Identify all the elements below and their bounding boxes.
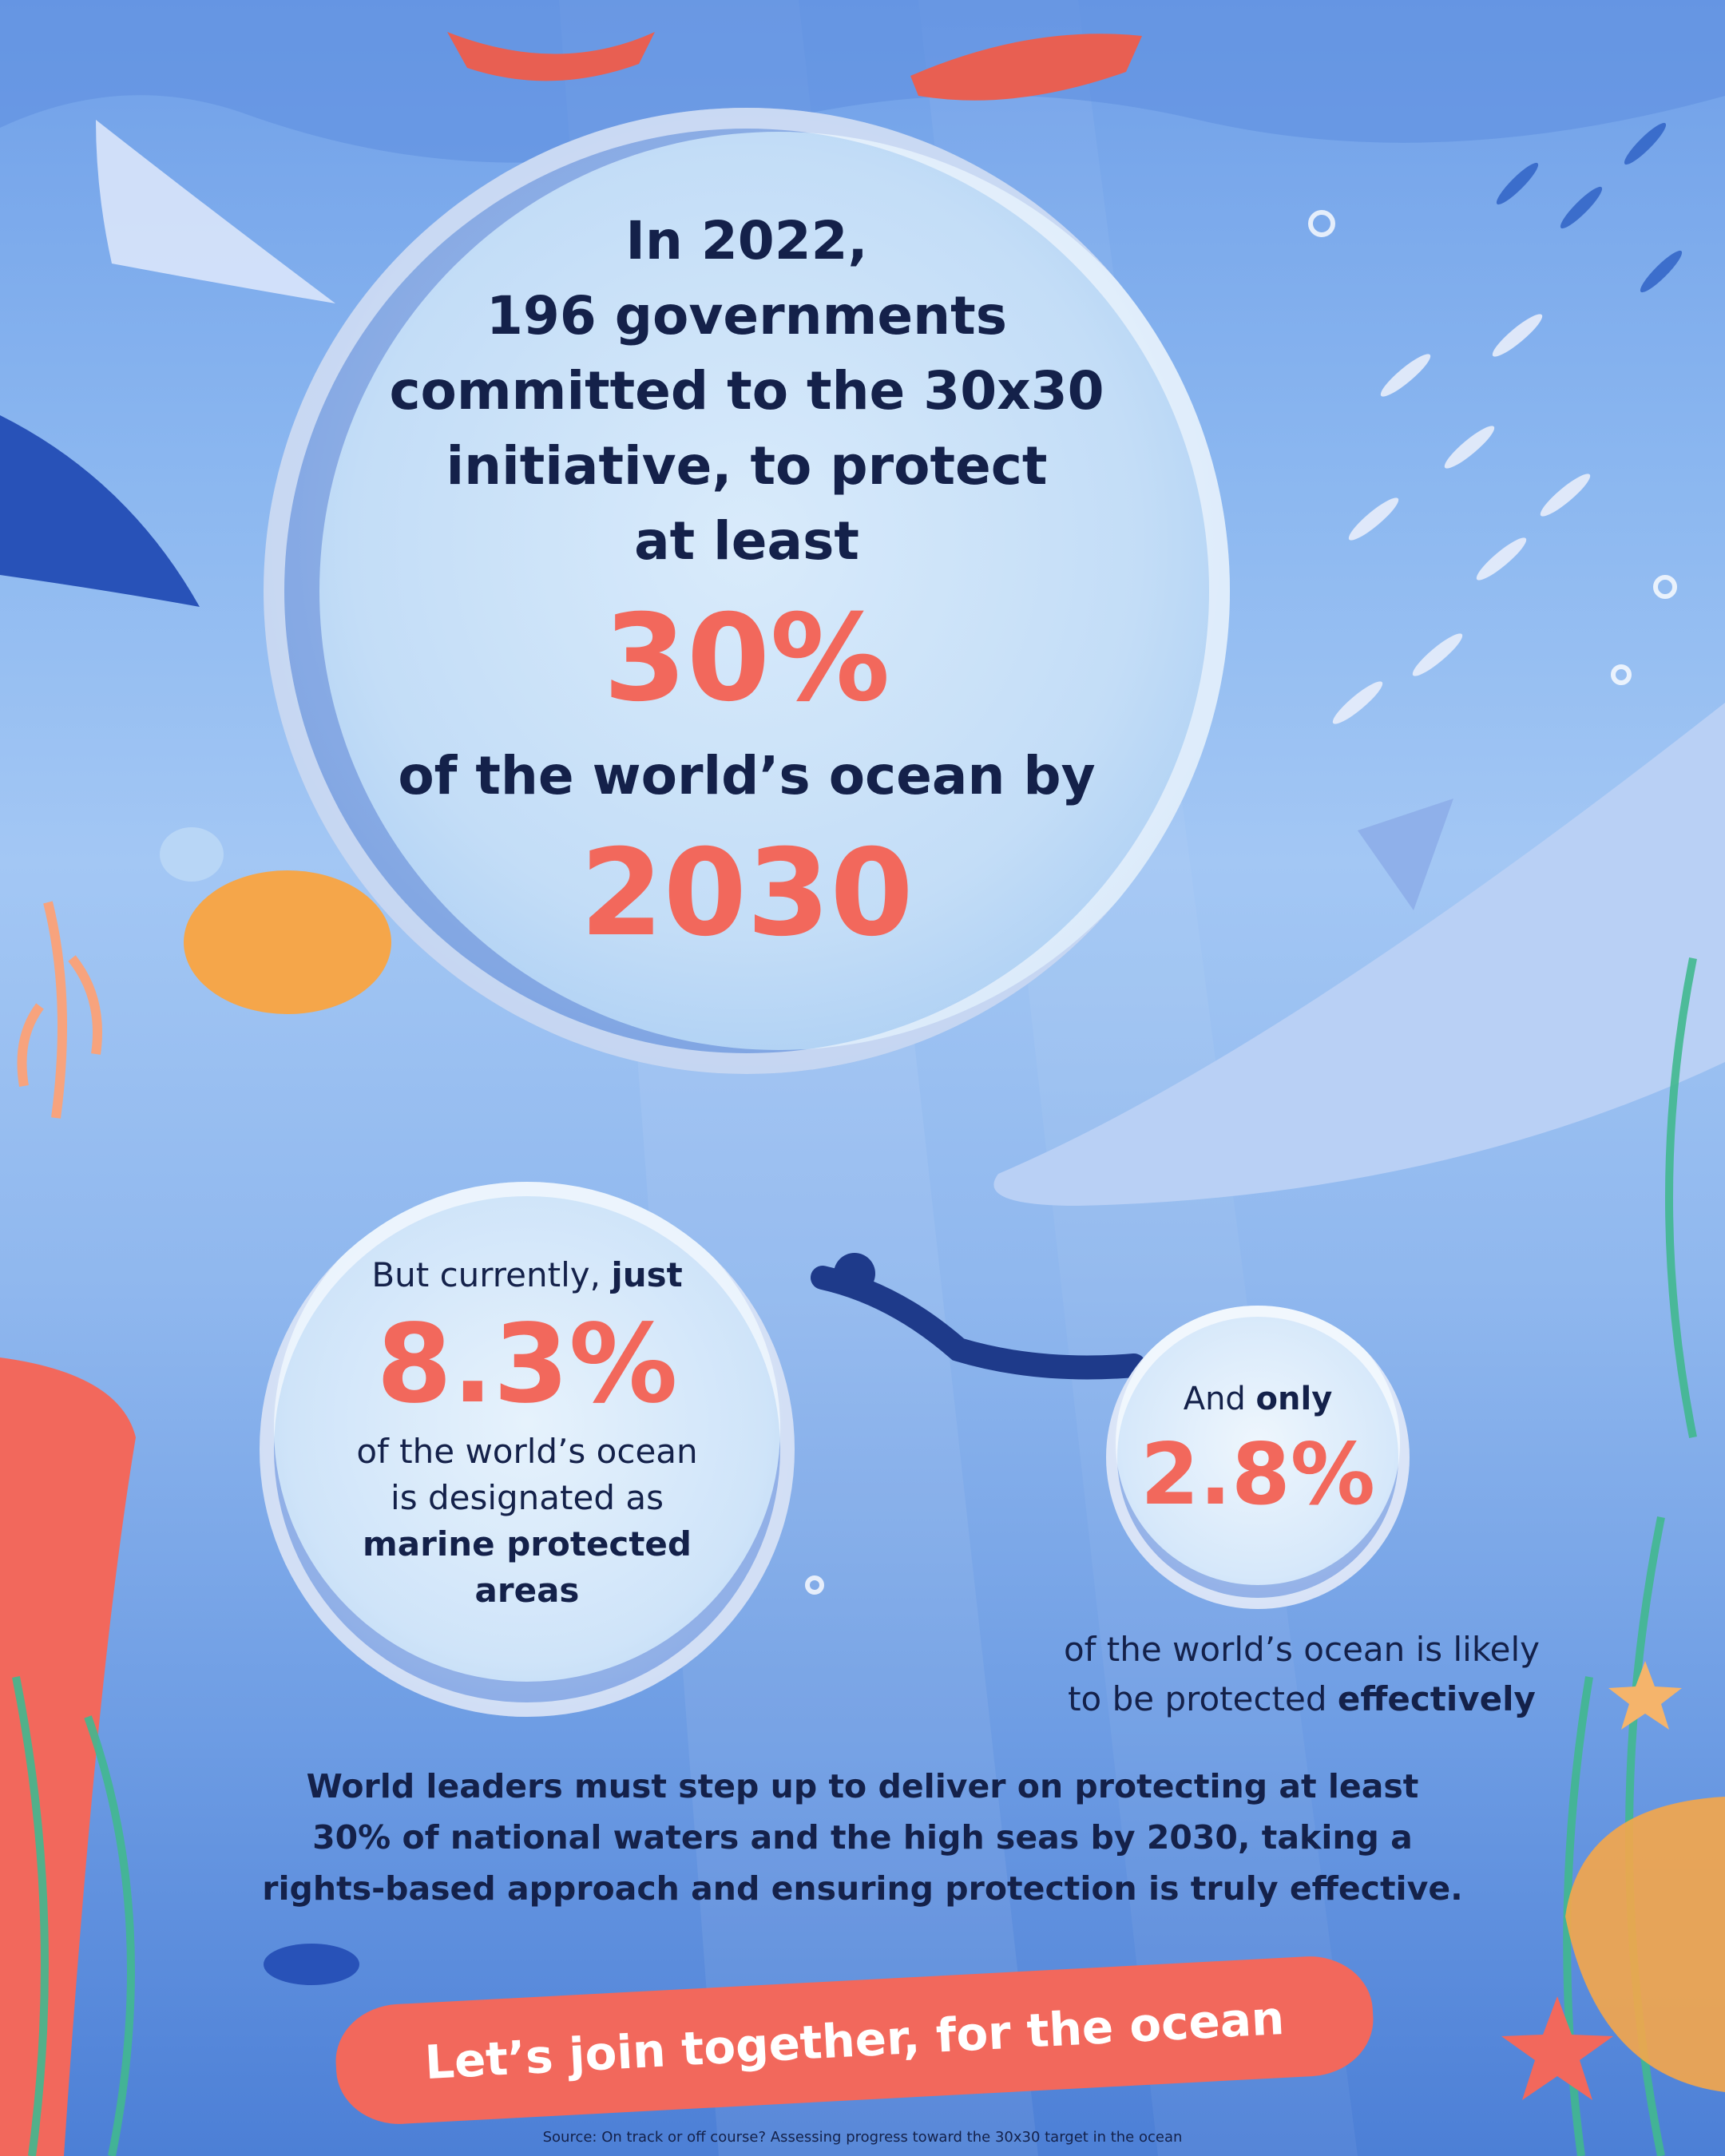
manta-ray-top — [96, 120, 335, 303]
source-citation: Source: On track or off course? Assessin… — [542, 2129, 1183, 2146]
main-bubble — [264, 108, 1230, 1074]
bubble-effective-intro: And only — [1183, 1381, 1333, 1417]
stat-2-8-percent: 2.8% — [1140, 1425, 1375, 1524]
bubble-mpa-text: But currently, just 8.3% of the world’s … — [276, 1250, 779, 1614]
manta-ray-left — [0, 415, 200, 607]
main-line-3: committed to the 30x30 — [389, 360, 1104, 422]
bubble-effective — [1106, 1306, 1410, 1609]
stat-2030: 2030 — [580, 824, 914, 963]
main-line-2: 196 governments — [486, 285, 1007, 347]
main-line-4: initiative, to protect — [446, 435, 1048, 497]
stat-30-percent: 30% — [603, 589, 890, 728]
starfish-bottom — [1501, 1996, 1613, 2100]
main-line-5: at least — [634, 510, 859, 572]
bubble-mpa-bold-1: marine protected — [363, 1524, 692, 1563]
bubble-effective-text: And only 2.8% — [1114, 1375, 1402, 1527]
fish-bottom — [264, 1944, 359, 1985]
main-statement: In 2022, 196 governments committed to th… — [343, 204, 1150, 973]
call-line-3: rights-based approach and ensuring prote… — [262, 1869, 1463, 1908]
boat-left — [447, 32, 655, 81]
starfish-right — [1608, 1661, 1682, 1730]
coral-left — [0, 1357, 136, 2156]
bubble-mpa — [260, 1182, 795, 1717]
call-line-2: 30% of national waters and the high seas… — [312, 1818, 1413, 1857]
caption-line-1: of the world’s ocean is likely — [1063, 1630, 1541, 1669]
cta-text: Let’s join together, for the ocean — [423, 1990, 1286, 2091]
bubble-mpa-line-1: of the world’s ocean — [356, 1432, 698, 1471]
main-line-6: of the world’s ocean by — [398, 745, 1096, 807]
main-line-1: In 2022, — [625, 210, 868, 271]
bubble-mpa-bold-2: areas — [474, 1571, 580, 1610]
fish-school — [1332, 314, 1591, 724]
bubble-effective-caption: of the world’s ocean is likely to be pro… — [998, 1625, 1605, 1724]
bubble-mpa-line-2: is designated as — [391, 1478, 664, 1517]
boat-right — [910, 34, 1142, 101]
seaweed — [12, 957, 1697, 2156]
call-line-1: World leaders must step up to deliver on… — [306, 1767, 1419, 1805]
bubble-mpa-intro: But currently, just — [371, 1255, 683, 1294]
call-to-leaders: World leaders must step up to deliver on… — [184, 1761, 1541, 1914]
diver — [811, 1266, 1146, 1380]
stat-8-3-percent: 8.3% — [376, 1302, 678, 1428]
caption-line-2: to be protected effectively — [1068, 1679, 1536, 1718]
